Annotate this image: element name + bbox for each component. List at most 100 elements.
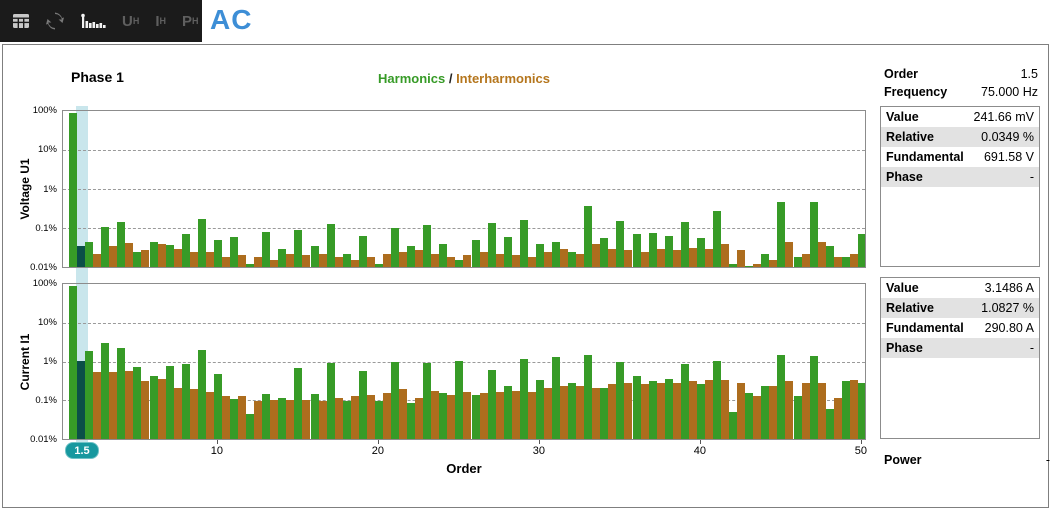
- interharmonic-bar[interactable]: [721, 380, 729, 439]
- harmonic-bar[interactable]: [213, 374, 222, 439]
- interharmonic-bar[interactable]: [543, 252, 552, 267]
- harmonic-bar[interactable]: [471, 395, 480, 439]
- harmonic-bar[interactable]: [793, 396, 802, 439]
- interharmonic-bar[interactable]: [576, 386, 585, 439]
- harmonic-bar[interactable]: [713, 211, 721, 267]
- harmonic-bar[interactable]: [358, 236, 367, 267]
- interharmonic-bar[interactable]: [656, 249, 665, 267]
- harmonic-bar[interactable]: [729, 412, 738, 439]
- interharmonic-bar[interactable]: [270, 260, 279, 267]
- harmonic-bar[interactable]: [809, 356, 818, 439]
- interharmonic-bar[interactable]: [769, 386, 778, 439]
- interharmonic-bar[interactable]: [286, 254, 295, 267]
- interharmonic-bar[interactable]: [833, 398, 842, 439]
- interharmonic-bar[interactable]: [495, 254, 504, 267]
- interharmonic-bar[interactable]: [318, 401, 327, 439]
- interharmonic-bar[interactable]: [141, 381, 150, 439]
- harmonic-bar[interactable]: [149, 242, 158, 267]
- harmonic-bar[interactable]: [568, 252, 577, 267]
- harmonic-bar[interactable]: [439, 244, 448, 267]
- interharmonic-bar[interactable]: [753, 264, 762, 267]
- harmonic-bar[interactable]: [278, 249, 287, 267]
- harmonic-bar[interactable]: [326, 224, 335, 267]
- interharmonic-bar[interactable]: [656, 383, 665, 439]
- interharmonic-bar[interactable]: [576, 254, 585, 267]
- interharmonic-bar[interactable]: [205, 392, 214, 439]
- harmonic-bar[interactable]: [552, 242, 560, 267]
- harmonic-bar[interactable]: [101, 343, 110, 439]
- harmonic-bar[interactable]: [535, 244, 544, 267]
- harmonics-chart-icon[interactable]: [74, 6, 112, 36]
- interharmonic-bar[interactable]: [157, 379, 166, 439]
- harmonic-bar[interactable]: [519, 220, 528, 267]
- interharmonic-bar[interactable]: [366, 395, 375, 439]
- interharmonic-bar[interactable]: [302, 255, 311, 267]
- harmonic-bar[interactable]: [423, 225, 432, 267]
- interharmonic-bar[interactable]: [479, 393, 488, 439]
- harmonic-bar[interactable]: [455, 260, 464, 267]
- harmonic-bar[interactable]: [616, 362, 625, 439]
- interharmonic-bar[interactable]: [238, 255, 246, 267]
- harmonic-bar[interactable]: [213, 240, 222, 267]
- interharmonic-bar[interactable]: [93, 254, 102, 267]
- interharmonic-bar[interactable]: [511, 391, 520, 439]
- harmonic-bar[interactable]: [616, 221, 625, 267]
- interharmonic-bar[interactable]: [415, 398, 424, 439]
- interharmonic-bar[interactable]: [592, 388, 601, 439]
- harmonic-bar[interactable]: [326, 363, 335, 439]
- interharmonic-bar[interactable]: [560, 386, 568, 439]
- harmonic-bar[interactable]: [294, 230, 303, 267]
- harmonic-bar[interactable]: [455, 361, 464, 439]
- interharmonic-bar[interactable]: [527, 257, 536, 267]
- harmonic-bar[interactable]: [584, 355, 593, 439]
- table-view-icon[interactable]: [6, 6, 36, 36]
- harmonic-bar[interactable]: [825, 409, 834, 439]
- interharmonic-bar[interactable]: [640, 252, 649, 267]
- interharmonic-bar[interactable]: [382, 393, 391, 439]
- interharmonic-bar[interactable]: [463, 392, 472, 439]
- interharmonic-bar[interactable]: [286, 400, 295, 439]
- harmonic-bar[interactable]: [230, 237, 238, 267]
- harmonic-bar[interactable]: [85, 242, 94, 267]
- harmonic-bar[interactable]: [310, 246, 319, 267]
- harmonic-bar[interactable]: [471, 240, 480, 267]
- interharmonic-bar[interactable]: [302, 400, 311, 439]
- harmonic-bar[interactable]: [761, 386, 770, 439]
- interharmonic-bar[interactable]: [157, 244, 166, 267]
- harmonic-bar[interactable]: [632, 376, 641, 439]
- harmonic-bar[interactable]: [230, 399, 238, 439]
- harmonic-bar[interactable]: [165, 366, 174, 439]
- harmonic-bar[interactable]: [503, 386, 512, 439]
- interharmonic-bar[interactable]: [817, 242, 826, 267]
- interharmonic-bar[interactable]: [254, 401, 263, 439]
- harmonic-bar[interactable]: [262, 232, 271, 267]
- harmonic-bar[interactable]: [552, 357, 560, 439]
- harmonic-bar[interactable]: [777, 355, 786, 439]
- interharmonic-bar[interactable]: [334, 257, 343, 267]
- selected-interharmonic-bar[interactable]: [77, 246, 85, 267]
- harmonic-bar[interactable]: [841, 381, 850, 439]
- interharmonic-bar[interactable]: [173, 388, 182, 439]
- interharmonic-bar[interactable]: [753, 396, 762, 439]
- interharmonic-bar[interactable]: [415, 250, 424, 267]
- harmonic-bar[interactable]: [133, 252, 142, 267]
- harmonic-bar[interactable]: [600, 238, 609, 267]
- interharmonic-bar[interactable]: [624, 250, 633, 267]
- interharmonic-bar[interactable]: [463, 255, 472, 267]
- interharmonic-bar[interactable]: [109, 246, 118, 267]
- harmonic-bar[interactable]: [793, 257, 802, 267]
- harmonic-bar[interactable]: [487, 370, 496, 439]
- harmonic-bar[interactable]: [149, 376, 158, 439]
- interharmonic-bar[interactable]: [608, 384, 617, 439]
- interharmonic-bar[interactable]: [592, 244, 601, 267]
- harmonic-bar[interactable]: [181, 364, 190, 439]
- interharmonic-bar[interactable]: [769, 260, 778, 267]
- interharmonic-bar[interactable]: [334, 398, 343, 439]
- harmonic-bar[interactable]: [713, 361, 721, 439]
- harmonic-bar[interactable]: [197, 350, 206, 439]
- interharmonic-bar[interactable]: [817, 383, 826, 439]
- harmonic-bar[interactable]: [197, 219, 206, 267]
- harmonic-bar[interactable]: [117, 222, 126, 267]
